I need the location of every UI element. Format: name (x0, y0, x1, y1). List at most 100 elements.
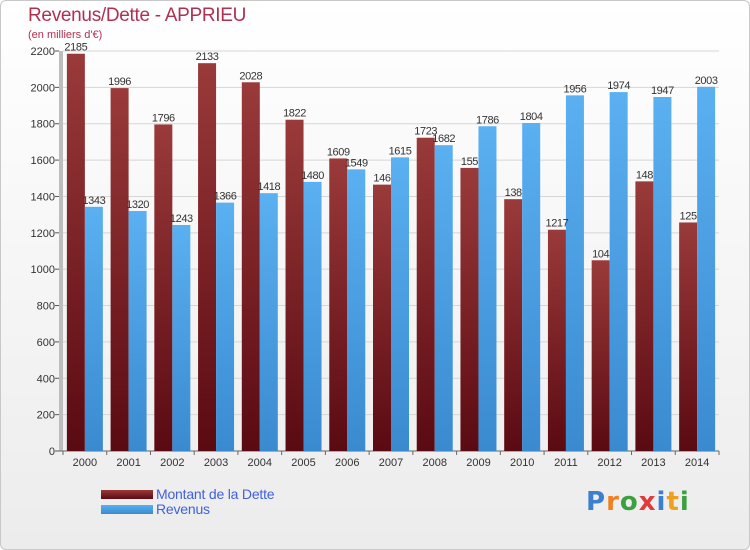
bar-dette (110, 88, 129, 451)
bar-revenus (84, 206, 103, 451)
bar-revenus (391, 157, 409, 451)
data-label-dette: 1217 (545, 218, 568, 230)
legend-label-revenus: Revenus (156, 501, 210, 517)
bar-dette (460, 167, 479, 451)
bar-dette (329, 158, 348, 452)
y-tick-label: 1800 (31, 119, 55, 131)
bar-revenus (172, 225, 191, 451)
bar-revenus (303, 181, 322, 451)
x-tick-label: 2012 (597, 457, 621, 469)
x-tick-label: 2010 (510, 457, 534, 469)
proxiti-logo: Proxiti (586, 487, 690, 517)
bar-dette (547, 229, 566, 451)
bar-revenus (216, 202, 235, 451)
bar-revenus (478, 126, 497, 451)
data-label-dette: 2028 (239, 70, 262, 82)
bar-dette (504, 199, 523, 451)
data-label-revenus: 1974 (607, 80, 630, 92)
bar-dette (416, 137, 435, 451)
logo-letter: P (586, 487, 607, 517)
chart-title: Revenus/Dette - APPRIEU (28, 5, 247, 26)
data-label-revenus: 1956 (563, 83, 586, 95)
data-label-revenus: 1804 (520, 111, 543, 123)
bar-dette (154, 124, 173, 452)
data-label-revenus: 1615 (389, 145, 412, 157)
data-label-revenus: 1343 (82, 195, 105, 207)
data-label-revenus: 1549 (345, 157, 368, 169)
data-label-dette: 1609 (327, 146, 350, 158)
logo-letter: i (679, 487, 690, 517)
bar-revenus (609, 92, 628, 451)
data-label-revenus: 2003 (695, 75, 718, 87)
data-label-dette: 104 (592, 248, 609, 260)
data-label-revenus: 1682 (432, 133, 455, 145)
y-tick-label: 2000 (31, 82, 55, 94)
data-label-dette: 2185 (64, 42, 87, 54)
x-tick-label: 2004 (248, 457, 272, 469)
x-tick-label: 2007 (379, 457, 403, 469)
data-label-dette: 125 (680, 210, 697, 222)
bar-revenus (259, 193, 278, 451)
x-tick-label: 2008 (422, 457, 446, 469)
data-label-revenus: 1320 (126, 199, 149, 211)
data-label-dette: 148 (636, 169, 653, 181)
data-label-dette: 146 (373, 173, 390, 185)
y-tick-label: 1000 (31, 264, 55, 276)
logo-letter: r (606, 487, 620, 517)
bar-revenus (565, 95, 584, 451)
y-tick-label: 400 (37, 373, 55, 385)
x-tick-label: 2002 (160, 457, 184, 469)
x-tick-label: 2001 (116, 457, 140, 469)
x-tick-label: 2006 (335, 457, 359, 469)
bar-revenus (697, 86, 716, 452)
x-tick-label: 2000 (73, 457, 97, 469)
x-tick-label: 2011 (554, 457, 578, 469)
data-label-revenus: 1366 (214, 191, 237, 203)
bar-revenus (347, 169, 366, 451)
y-tick-label: 2200 (31, 46, 55, 58)
data-label-revenus: 1243 (170, 213, 193, 225)
legend-swatch-revenus (101, 505, 153, 514)
bar-dette (241, 82, 260, 451)
x-tick-label: 2014 (685, 457, 709, 469)
x-tick-label: 2005 (291, 457, 315, 469)
bar-dette (679, 222, 698, 451)
logo-letter: x (638, 487, 657, 517)
bar-revenus (522, 123, 541, 451)
logo-letter: t (666, 487, 680, 517)
bar-dette (373, 184, 391, 452)
chart-subtitle: (en milliers d'€) (28, 29, 103, 41)
x-tick-label: 2013 (641, 457, 665, 469)
legend-swatch-dette (101, 490, 153, 499)
data-label-dette: 1723 (414, 126, 437, 138)
data-label-dette: 138 (505, 187, 522, 199)
data-label-revenus: 1480 (301, 170, 324, 182)
data-label-dette: 155 (461, 156, 478, 168)
bar-dette (66, 53, 85, 452)
bar-revenus (434, 145, 453, 451)
y-tick-label: 0 (49, 446, 55, 458)
data-label-revenus: 1786 (476, 114, 499, 126)
y-tick-label: 1400 (31, 191, 55, 203)
data-label-dette: 1822 (283, 108, 306, 120)
x-tick-label: 2003 (204, 457, 228, 469)
bar-dette (198, 63, 217, 451)
data-label-revenus: 1418 (257, 181, 280, 193)
legend-label-dette: Montant de la Dette (156, 486, 275, 502)
y-tick-label: 200 (37, 410, 55, 422)
data-label-dette: 2133 (196, 51, 219, 63)
bar-dette (635, 181, 654, 451)
bar-dette (285, 119, 304, 452)
y-tick-label: 1600 (31, 155, 55, 167)
y-tick-label: 600 (37, 337, 55, 349)
bar-dette (591, 260, 610, 451)
logo-letter: i (656, 487, 667, 517)
y-tick-label: 1200 (31, 228, 55, 240)
bar-revenus (653, 97, 672, 451)
bar-revenus (128, 211, 147, 451)
data-label-dette: 1796 (152, 112, 175, 124)
y-tick-label: 800 (37, 301, 55, 313)
x-tick-label: 2009 (466, 457, 490, 469)
